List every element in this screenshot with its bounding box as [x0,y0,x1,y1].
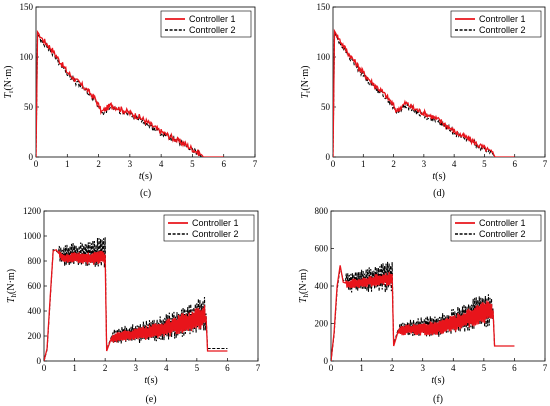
y-tick-label: 100 [20,52,34,62]
x-tick-label: 7 [253,159,258,169]
panel-label: (f) [433,394,443,405]
x-tick-label: 2 [390,363,395,373]
x-tick-label: 2 [96,159,101,169]
x-tick-label: 6 [512,363,517,373]
y-tick-label: 400 [28,306,42,316]
legend-label-controller-1: Controller 1 [479,218,526,228]
x-tick-label: 4 [452,159,457,169]
legend-label-controller-1: Controller 1 [192,218,239,228]
legend-label-controller-2: Controller 2 [192,229,239,239]
x-tick-label: 3 [420,363,425,373]
x-tick-label: 0 [329,363,334,373]
x-tick-label: 5 [482,363,487,373]
y-axis-label: Tr(N·m) [3,66,15,99]
x-tick-label: 3 [128,159,133,169]
y-tick-label: 600 [28,281,42,291]
y-tick-label: 600 [315,244,329,254]
panel-e: 0 1 2 3 4 5 6 7 0 200 400 600 800 1000 1200 t(s) Th(N·m)… [6,206,261,405]
y-tick-label: 100 [317,52,331,62]
legend-box [450,10,542,38]
x-tick-label: 5 [195,363,200,373]
plot-frame [332,6,546,158]
x-axis-label: t(s) [144,375,157,386]
legend-box [450,214,542,242]
series-controller-2-line [333,30,515,157]
x-axis-label: t(s) [139,171,152,182]
y-axis-label: Tr(N·m) [300,66,312,99]
x-tick-label: 0 [331,159,336,169]
panel-label: (d) [433,188,445,199]
x-tick-label: 4 [451,363,456,373]
series-controller-1-line [36,29,224,157]
y-tick-label: 1000 [23,231,42,241]
panel-c: 0 1 2 3 4 5 6 7 0 50 100 150 t(s) Tr(N·m) (c) Controlle… [3,2,258,199]
panel-d: 0 1 2 3 4 5 6 7 0 50 100 150 t(s) Tr(N·m) (d) Controlle… [300,2,548,199]
x-tick-label: 7 [543,159,548,169]
x-tick-label: 5 [482,159,487,169]
legend-label-controller-2: Controller 2 [479,25,526,35]
panel-f: 0 1 2 3 4 5 6 7 0 200 400 600 800 t(s) Th(N·m) (f) Contr… [298,206,548,405]
y-tick-label: 200 [28,331,42,341]
y-tick-label: 150 [317,2,331,12]
panel-label: (e) [145,394,156,405]
series-controller-1-line [44,248,228,361]
x-tick-label: 1 [72,363,77,373]
y-tick-label: 400 [315,281,329,291]
x-tick-label: 7 [256,363,261,373]
legend-label-controller-1: Controller 1 [189,14,236,24]
y-tick-label: 0 [326,152,331,162]
legend-box [160,10,252,38]
y-tick-label: 800 [315,206,329,216]
x-axis-label: t(s) [432,171,445,182]
series-controller-2-line [36,32,224,157]
series-controller-1-line [333,28,515,157]
x-tick-label: 5 [190,159,195,169]
x-tick-label: 3 [133,363,138,373]
y-tick-label: 1200 [23,206,42,216]
y-tick-label: 50 [24,102,34,112]
y-tick-label: 50 [321,102,331,112]
y-axis-label: Th(N·m) [298,269,310,303]
panel-label: (c) [140,188,151,199]
x-tick-label: 2 [391,159,396,169]
series-controller-1-line [331,265,515,361]
y-axis-label: Th(N·m) [6,269,18,303]
plot-frame [35,6,256,158]
y-tick-label: 800 [28,256,42,266]
x-tick-label: 0 [42,363,47,373]
series-controller-2-line [331,261,515,361]
x-tick-label: 6 [225,363,230,373]
x-tick-label: 1 [65,159,70,169]
x-tick-label: 6 [512,159,517,169]
x-tick-label: 4 [164,363,169,373]
x-tick-label: 4 [159,159,164,169]
y-tick-label: 150 [20,2,34,12]
y-tick-label: 0 [37,356,42,366]
legend-box [163,214,255,242]
x-tick-label: 1 [361,159,366,169]
legend-label-controller-2: Controller 2 [189,25,236,35]
x-tick-label: 3 [422,159,427,169]
x-tick-label: 0 [34,159,39,169]
x-axis-label: t(s) [431,375,444,386]
series-controller-2-line [44,237,228,361]
x-tick-label: 1 [359,363,364,373]
x-tick-label: 7 [543,363,548,373]
x-tick-label: 6 [221,159,226,169]
y-tick-label: 0 [324,356,329,366]
legend-label-controller-2: Controller 2 [479,229,526,239]
y-tick-label: 0 [29,152,34,162]
legend-label-controller-1: Controller 1 [479,14,526,24]
x-tick-label: 2 [103,363,108,373]
y-tick-label: 200 [315,319,329,329]
